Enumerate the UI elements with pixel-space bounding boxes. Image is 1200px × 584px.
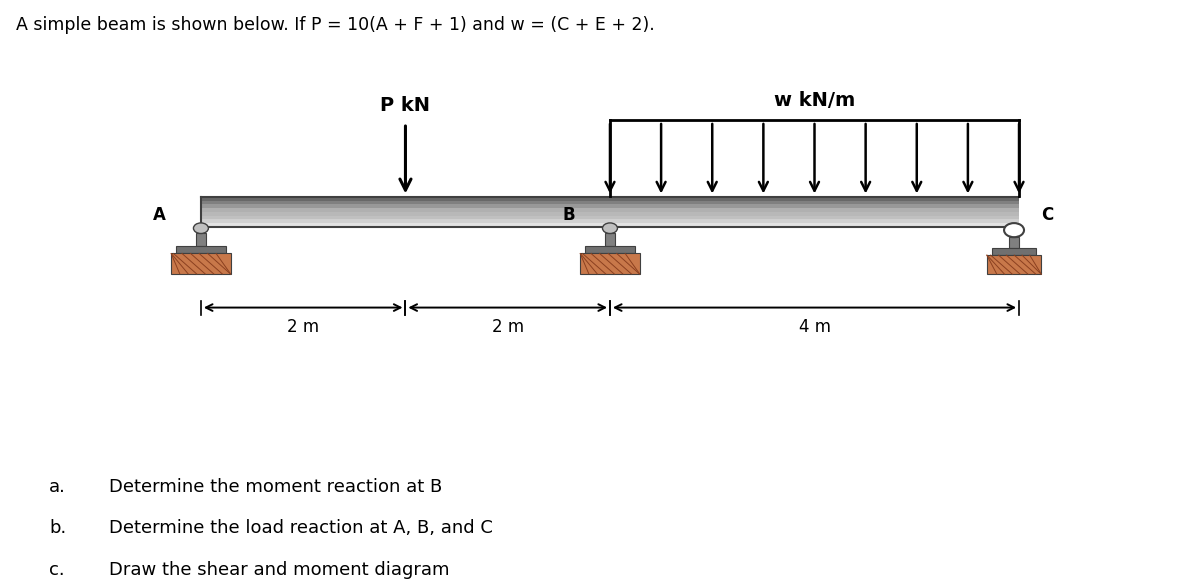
Bar xyxy=(200,215,1019,219)
Bar xyxy=(200,201,1019,204)
Text: Determine the load reaction at A, B, and C: Determine the load reaction at A, B, and… xyxy=(109,519,493,537)
Bar xyxy=(200,219,1019,223)
Text: 2 m: 2 m xyxy=(287,318,319,336)
Bar xyxy=(991,248,1037,255)
Text: c.: c. xyxy=(49,561,65,579)
Bar xyxy=(200,208,1019,212)
Bar xyxy=(196,234,206,246)
Text: w kN/m: w kN/m xyxy=(774,91,856,110)
Bar xyxy=(580,253,640,274)
Bar xyxy=(200,197,1019,201)
Bar xyxy=(986,255,1042,274)
Text: B: B xyxy=(563,206,575,224)
Text: b.: b. xyxy=(49,519,66,537)
Text: a.: a. xyxy=(49,478,66,496)
Bar xyxy=(1009,237,1019,248)
Text: Draw the shear and moment diagram: Draw the shear and moment diagram xyxy=(109,561,450,579)
Text: C: C xyxy=(1040,206,1054,224)
Bar xyxy=(200,204,1019,208)
Bar xyxy=(200,223,1019,227)
Circle shape xyxy=(602,223,618,234)
Bar xyxy=(605,234,614,246)
Text: Determine the moment reaction at B: Determine the moment reaction at B xyxy=(109,478,443,496)
Circle shape xyxy=(193,223,209,234)
Circle shape xyxy=(1004,223,1024,237)
Text: 2 m: 2 m xyxy=(492,318,523,336)
Bar xyxy=(200,212,1019,215)
Text: 4 m: 4 m xyxy=(798,318,830,336)
Text: A simple beam is shown below. If P = 10(A + F + 1) and w = (C + E + 2).: A simple beam is shown below. If P = 10(… xyxy=(16,16,654,34)
Text: P kN: P kN xyxy=(380,96,431,114)
Bar xyxy=(170,253,230,274)
Text: A: A xyxy=(154,206,166,224)
Bar xyxy=(586,246,635,253)
Bar xyxy=(176,246,226,253)
